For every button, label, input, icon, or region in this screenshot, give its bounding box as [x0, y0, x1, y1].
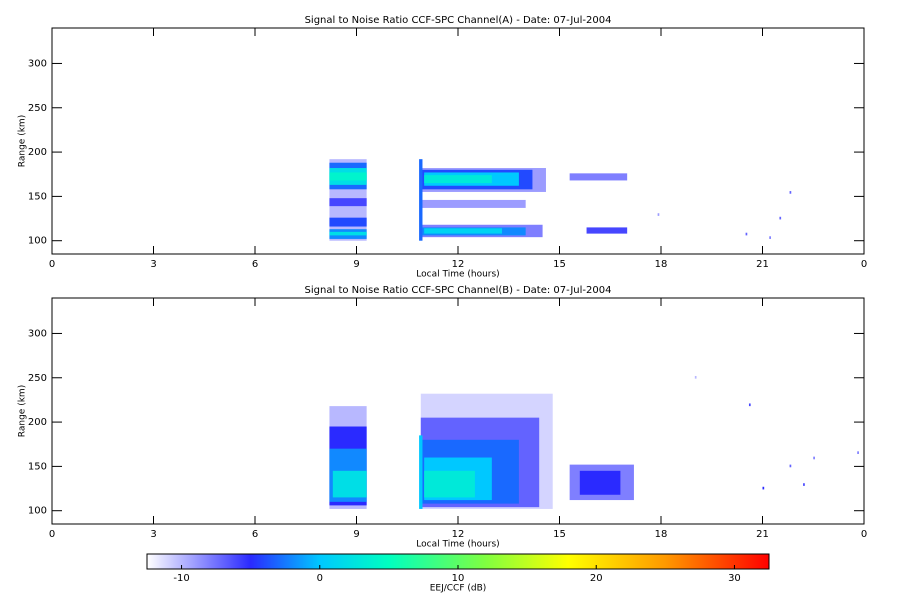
- y-tick-label: 100: [28, 236, 47, 247]
- heat-cell: [769, 236, 771, 239]
- colorbar-tick-label: 20: [590, 573, 603, 584]
- heat-cell: [419, 435, 423, 509]
- heat-cell: [424, 228, 502, 234]
- heat-cell: [329, 198, 367, 207]
- colorbar-tick-label: 0: [317, 573, 323, 584]
- y-tick-label: 200: [28, 417, 47, 428]
- x-tick-label: 15: [553, 529, 566, 540]
- y-axis-label: Range (km): [18, 385, 28, 437]
- y-tick-label: 300: [28, 328, 47, 339]
- colorbar-label: EEJ/CCF (dB): [430, 584, 487, 594]
- y-tick-label: 100: [28, 506, 47, 517]
- heat-cell: [813, 456, 815, 460]
- x-tick-label: 12: [452, 529, 465, 540]
- y-axis-label: Range (km): [18, 115, 28, 167]
- x-tick-label: 0: [861, 529, 867, 540]
- x-tick-label: 18: [655, 529, 668, 540]
- heat-cell: [694, 375, 697, 379]
- heat-cell: [857, 451, 859, 454]
- heat-cell: [789, 191, 792, 194]
- y-tick-label: 200: [28, 147, 47, 158]
- x-axis-label: Local Time (hours): [416, 270, 499, 280]
- x-tick-label: 9: [353, 529, 359, 540]
- x-tick-label: 21: [756, 259, 769, 270]
- x-tick-label: 3: [150, 529, 156, 540]
- y-tick-label: 250: [28, 103, 47, 114]
- x-axis-label: Local Time (hours): [416, 540, 499, 550]
- x-tick-label: 9: [353, 259, 359, 270]
- heat-cell: [419, 159, 423, 241]
- x-tick-label: 6: [252, 529, 258, 540]
- x-tick-label: 0: [49, 529, 55, 540]
- colorbar-tick-label: 30: [728, 573, 741, 584]
- x-tick-label: 15: [553, 259, 566, 270]
- y-tick-label: 150: [28, 191, 47, 202]
- colorbar-tick-label: 10: [452, 573, 465, 584]
- chart-title: Signal to Noise Ratio CCF-SPC Channel(A)…: [305, 15, 612, 26]
- x-tick-label: 18: [655, 259, 668, 270]
- y-tick-label: 250: [28, 373, 47, 384]
- heat-cell: [657, 213, 660, 216]
- heat-cell: [789, 464, 792, 468]
- heat-cell: [424, 470, 475, 498]
- heat-cell: [579, 470, 621, 495]
- heat-cell: [424, 175, 492, 184]
- heat-cell: [586, 227, 628, 234]
- heat-cell: [332, 470, 367, 498]
- y-tick-label: 300: [28, 58, 47, 69]
- heat-cell: [803, 483, 805, 486]
- heat-cell: [329, 217, 367, 227]
- chart-title: Signal to Noise Ratio CCF-SPC Channel(B)…: [305, 285, 612, 296]
- x-tick-label: 12: [452, 259, 465, 270]
- heat-cell: [745, 232, 748, 236]
- heat-cell: [779, 216, 782, 220]
- x-tick-label: 0: [49, 259, 55, 270]
- x-tick-label: 0: [861, 259, 867, 270]
- heat-cell: [569, 173, 628, 181]
- heat-cell: [329, 231, 367, 236]
- colorbar-tick-label: -10: [173, 573, 189, 584]
- x-tick-label: 21: [756, 529, 769, 540]
- x-tick-label: 6: [252, 259, 258, 270]
- x-tick-label: 3: [150, 259, 156, 270]
- heat-cell: [762, 486, 765, 490]
- heat-cell: [329, 172, 367, 181]
- heat-cell: [748, 403, 751, 407]
- heat-cell: [420, 199, 526, 208]
- plot-frame: [51, 27, 865, 255]
- y-tick-label: 150: [28, 461, 47, 472]
